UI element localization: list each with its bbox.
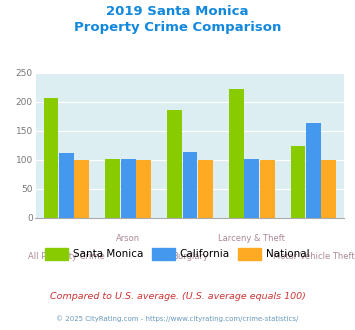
Bar	[105, 159, 120, 218]
Bar	[182, 152, 197, 218]
Text: Burglary: Burglary	[172, 252, 208, 261]
Text: Larceny & Theft: Larceny & Theft	[218, 234, 285, 243]
Text: 2019 Santa Monica
Property Crime Comparison: 2019 Santa Monica Property Crime Compari…	[74, 5, 281, 34]
Bar	[322, 160, 336, 218]
Bar	[59, 153, 74, 218]
Text: Arson: Arson	[116, 234, 140, 243]
Bar	[121, 159, 136, 218]
Text: © 2025 CityRating.com - https://www.cityrating.com/crime-statistics/: © 2025 CityRating.com - https://www.city…	[56, 315, 299, 322]
Text: Compared to U.S. average. (U.S. average equals 100): Compared to U.S. average. (U.S. average …	[50, 292, 305, 301]
Bar	[167, 110, 182, 218]
Text: Motor Vehicle Theft: Motor Vehicle Theft	[273, 252, 354, 261]
Bar	[229, 89, 244, 218]
Bar	[306, 122, 321, 218]
Bar	[75, 160, 89, 218]
Bar	[44, 98, 58, 218]
Bar	[291, 146, 305, 218]
Bar	[136, 160, 151, 218]
Bar	[244, 158, 259, 218]
Legend: Santa Monica, California, National: Santa Monica, California, National	[41, 244, 314, 264]
Bar	[260, 160, 274, 218]
Bar	[198, 160, 213, 218]
Text: All Property Crime: All Property Crime	[28, 252, 105, 261]
